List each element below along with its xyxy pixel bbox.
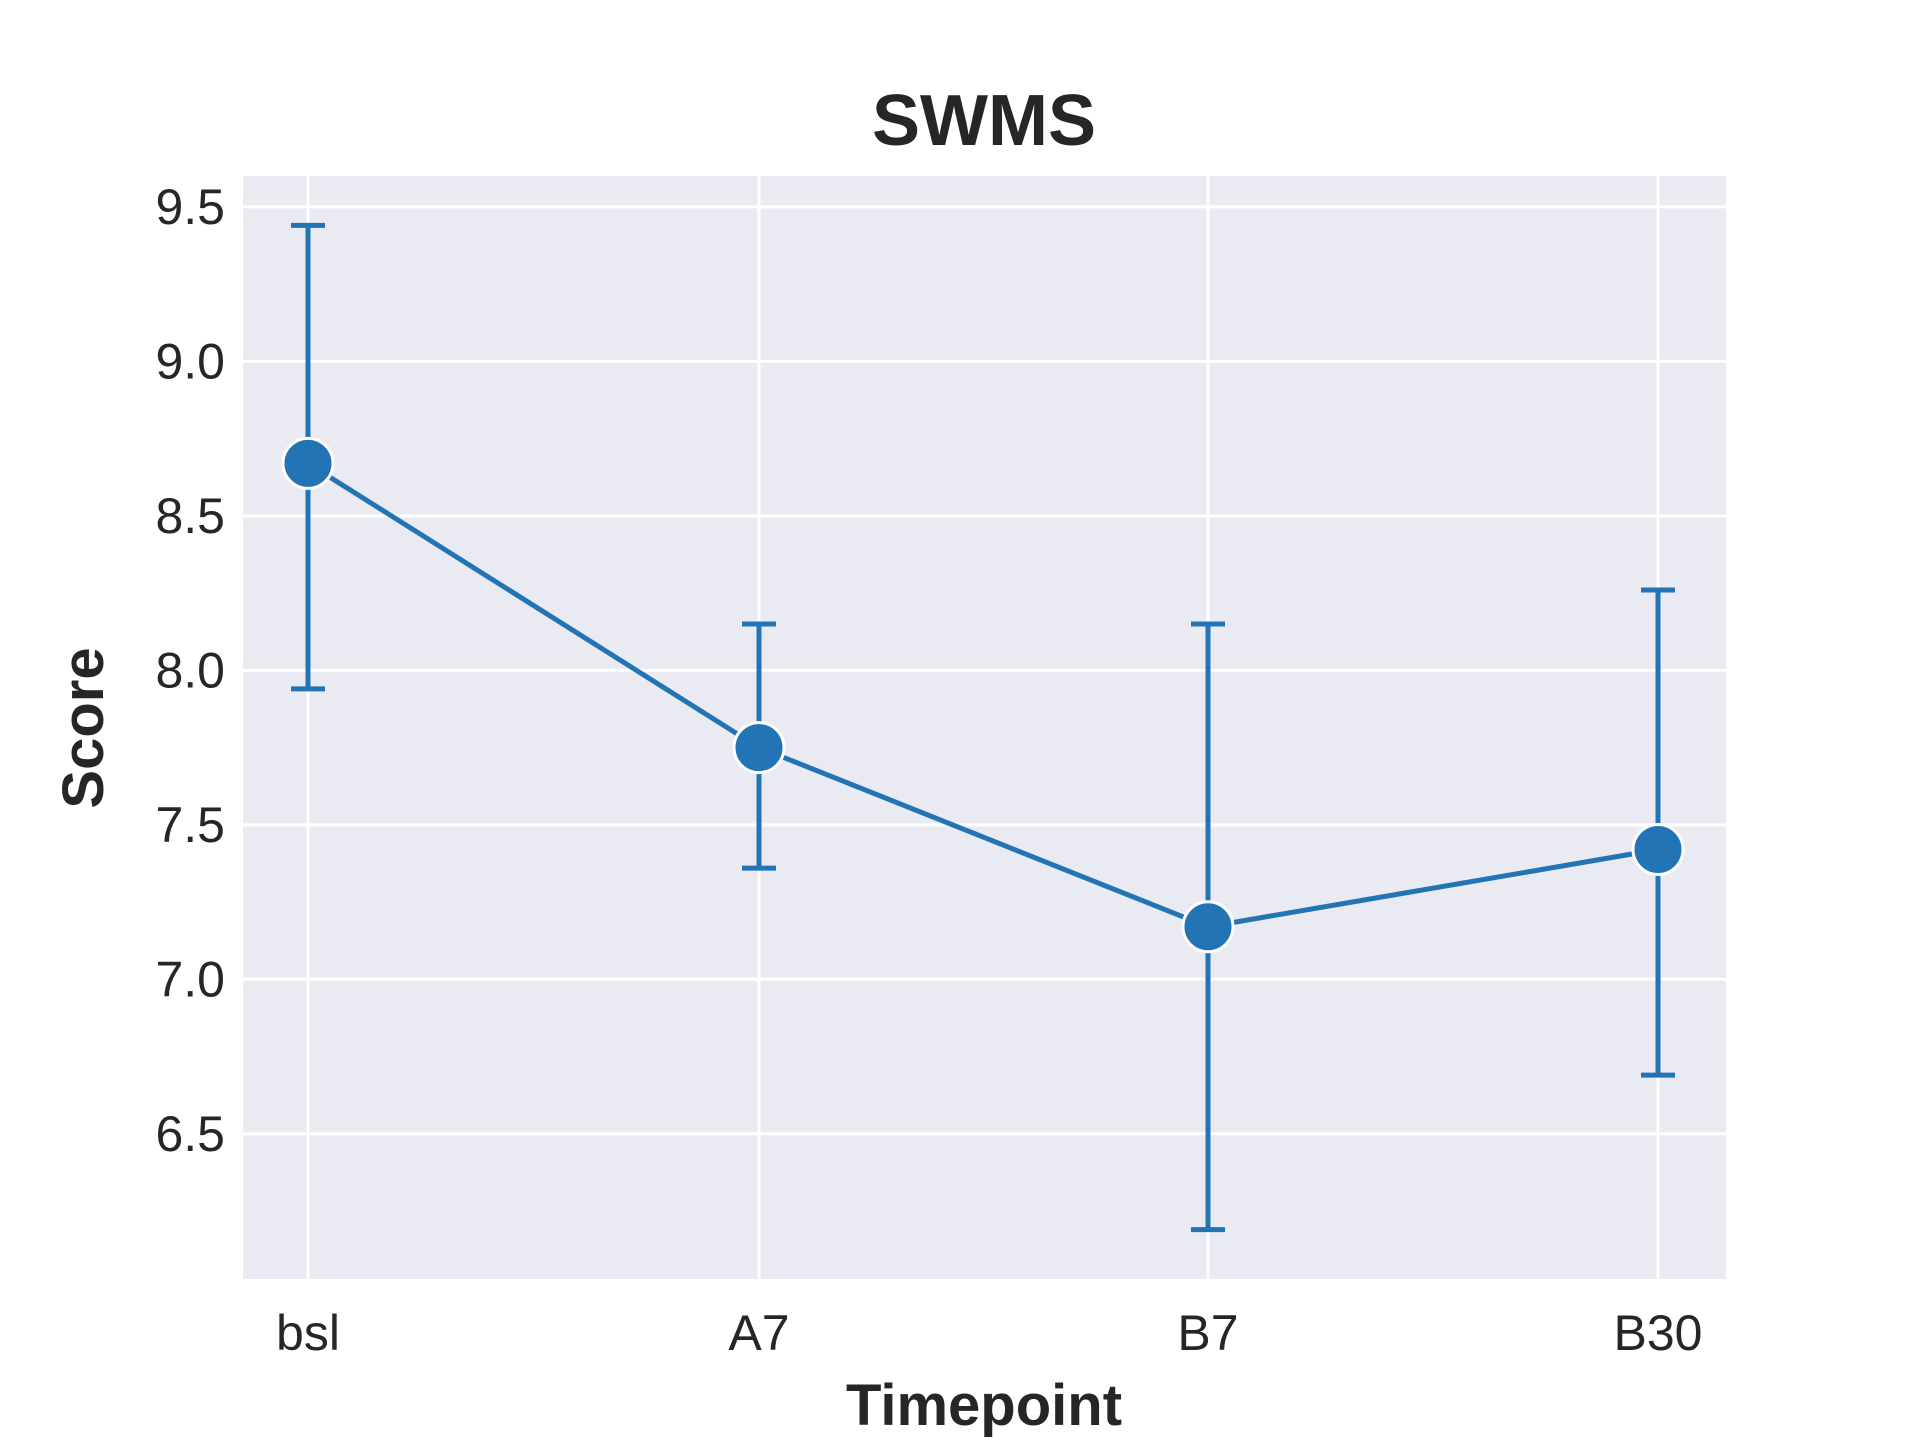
y-tick-label: 9.5: [155, 179, 225, 235]
x-tick-label: B7: [1177, 1305, 1238, 1361]
plot-area: [243, 176, 1726, 1279]
y-tick-label: 7.0: [155, 951, 225, 1007]
series-line: [306, 461, 1659, 930]
x-tick-label: B30: [1614, 1305, 1703, 1361]
x-axis-label: Timepoint: [846, 1373, 1122, 1438]
y-tick-label: 6.5: [155, 1106, 225, 1162]
x-tick-label: A7: [728, 1305, 789, 1361]
y-tick-label: 9.0: [155, 333, 225, 389]
y-tick-labels: 6.5 7.0 7.5 8.0 8.5 9.0 9.5: [155, 179, 225, 1162]
y-tick-label: 8.0: [155, 642, 225, 698]
x-tick-labels: bsl A7 B7 B30: [276, 1305, 1702, 1361]
data-point: [281, 436, 335, 490]
data-point: [732, 721, 786, 775]
y-tick-label: 8.5: [155, 488, 225, 544]
series: [281, 222, 1685, 1233]
x-tick-label: bsl: [276, 1305, 340, 1361]
chart-title: SWMS: [872, 81, 1096, 161]
y-tick-label: 7.5: [155, 797, 225, 853]
data-point: [1631, 823, 1685, 877]
data-point: [1181, 900, 1235, 954]
y-axis-label: Score: [51, 647, 116, 808]
